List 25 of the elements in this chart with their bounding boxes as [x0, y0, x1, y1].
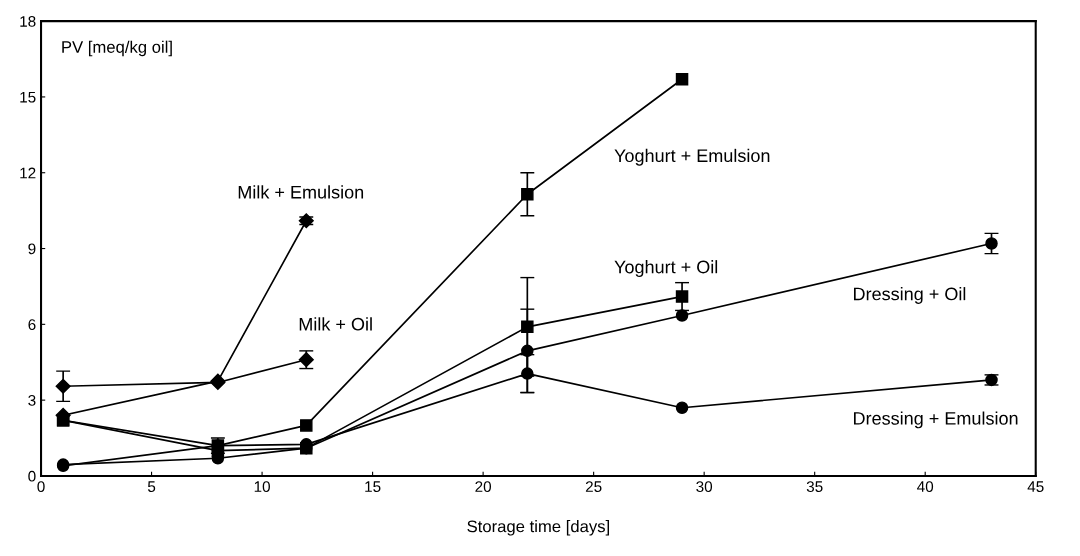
y-tick-label: 18 — [20, 16, 36, 27]
series-label: Dressing + Emulsion — [853, 411, 1018, 429]
series-label: Yoghurt + Emulsion — [614, 148, 770, 166]
y-tick-label: 3 — [28, 395, 36, 406]
series-label: Milk + Emulsion — [238, 185, 364, 199]
series-label: Yoghurt + Oil — [614, 260, 718, 277]
x-tick-label: 20 — [475, 481, 492, 493]
y-tick-label: 0 — [28, 470, 36, 482]
y-axis-title: PV [meq/kg oil] — [62, 40, 172, 57]
y-tick-label: 12 — [20, 167, 36, 179]
x-axis-title: Storage time [days] — [467, 520, 609, 536]
x-tick-label: 5 — [147, 481, 156, 493]
x-tick-label: 10 — [254, 481, 270, 493]
series-label: Dressing + Oil — [853, 287, 966, 304]
y-tick-label: 9 — [28, 243, 36, 255]
x-tick-label: 35 — [806, 481, 823, 493]
series-label: Milk + Oil — [299, 317, 372, 331]
y-tick-label: 6 — [28, 319, 36, 331]
x-tick-label: 15 — [365, 481, 381, 493]
y-tick-label: 15 — [20, 91, 36, 103]
x-tick-label: 40 — [917, 481, 934, 493]
x-tick-label: 30 — [696, 481, 713, 493]
x-tick-label: 25 — [585, 481, 602, 493]
x-tick-label: 0 — [37, 481, 45, 493]
x-tick-label: 45 — [1027, 481, 1044, 493]
